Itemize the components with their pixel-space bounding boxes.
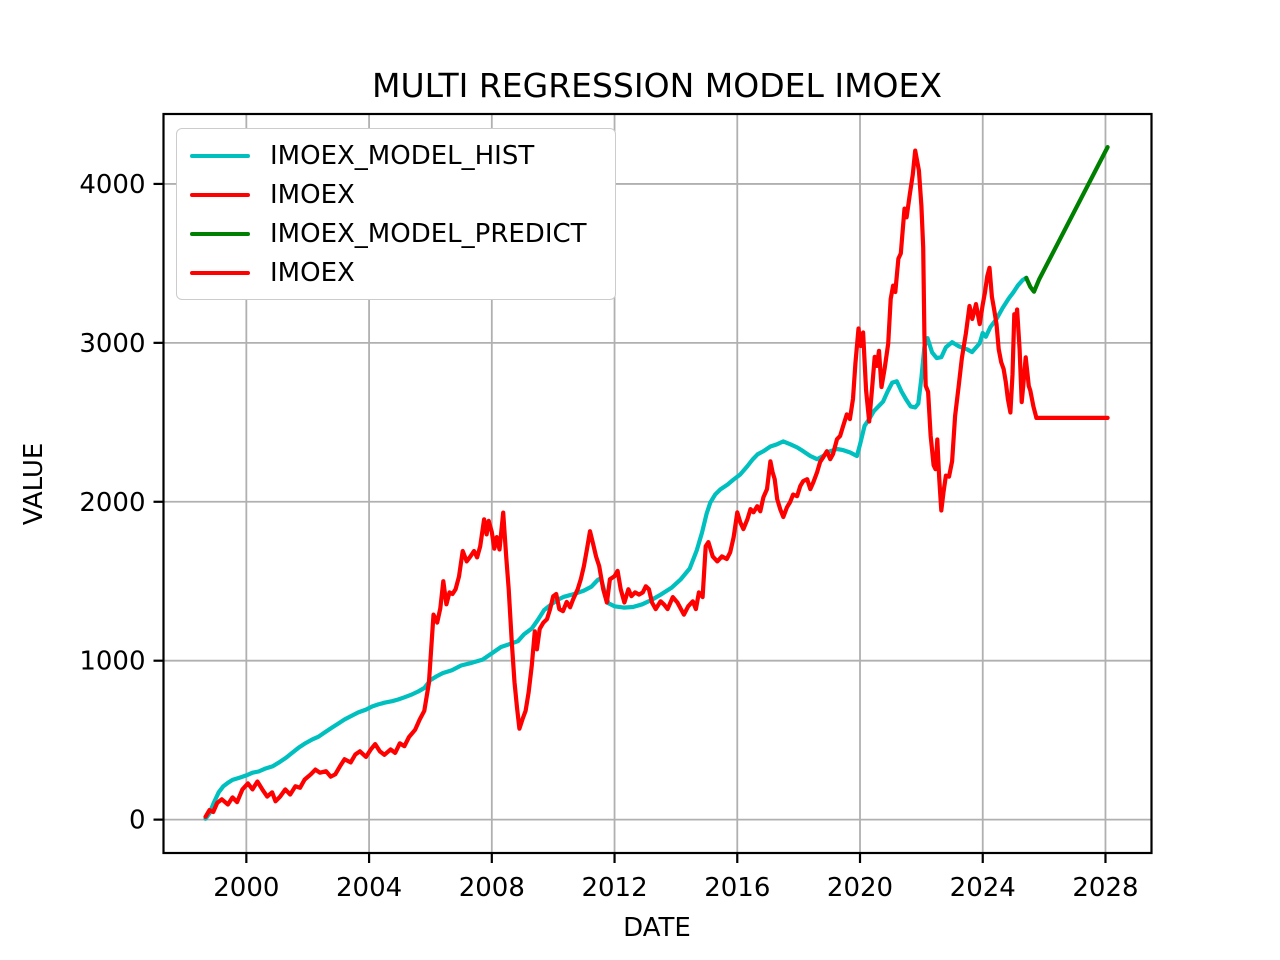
x-tick-label: 2000 xyxy=(213,873,279,903)
series-line-1-imoex xyxy=(203,148,1039,819)
legend-label: IMOEX_MODEL_PREDICT xyxy=(270,218,587,249)
x-axis-label: DATE xyxy=(623,913,691,943)
y-tick-label: 3000 xyxy=(79,329,145,359)
y-axis-label: VALUE xyxy=(19,443,49,526)
series-layer xyxy=(203,145,1110,821)
y-tick-label: 2000 xyxy=(79,488,145,518)
chart-title: MULTI REGRESSION MODEL IMOEX xyxy=(372,66,942,105)
x-tick-label: 2004 xyxy=(336,873,402,903)
legend-swatch-model-hist xyxy=(190,153,250,158)
legend-item: IMOEX_MODEL_HIST xyxy=(177,136,615,175)
y-tick-label: 0 xyxy=(129,806,146,836)
x-tick-label: 2020 xyxy=(827,873,893,903)
series-line-0-imoex_model_hist xyxy=(203,275,1029,821)
legend-item: IMOEX_MODEL_PREDICT xyxy=(177,214,615,253)
legend-label: IMOEX xyxy=(270,179,355,210)
legend-label: IMOEX_MODEL_HIST xyxy=(270,140,535,171)
legend-label: IMOEX xyxy=(270,257,355,288)
legend-swatch-model-predict xyxy=(190,231,250,236)
y-tick-label: 1000 xyxy=(79,647,145,677)
x-tick-label: 2016 xyxy=(704,873,770,903)
x-tick-label: 2008 xyxy=(459,873,525,903)
x-tick-label: 2028 xyxy=(1072,873,1138,903)
legend-item: IMOEX xyxy=(177,253,615,292)
y-tick-label: 4000 xyxy=(79,170,145,200)
series-line-2-imoex_model_predict xyxy=(1024,145,1110,294)
legend-swatch-imoex xyxy=(190,192,250,197)
legend-swatch-imoex-flat xyxy=(190,270,250,275)
x-tick-label: 2024 xyxy=(950,873,1016,903)
legend-item: IMOEX xyxy=(177,175,615,214)
axes-spines xyxy=(162,112,1153,855)
axis-layer: 2000 2004 2008 2012 2016 2020 2024 2028 0 1000 200… xyxy=(79,112,1153,903)
legend: IMOEX_MODEL_HIST IMOEX IMOEX_MODEL_PREDI… xyxy=(176,128,616,300)
x-tick-label: 2012 xyxy=(581,873,647,903)
